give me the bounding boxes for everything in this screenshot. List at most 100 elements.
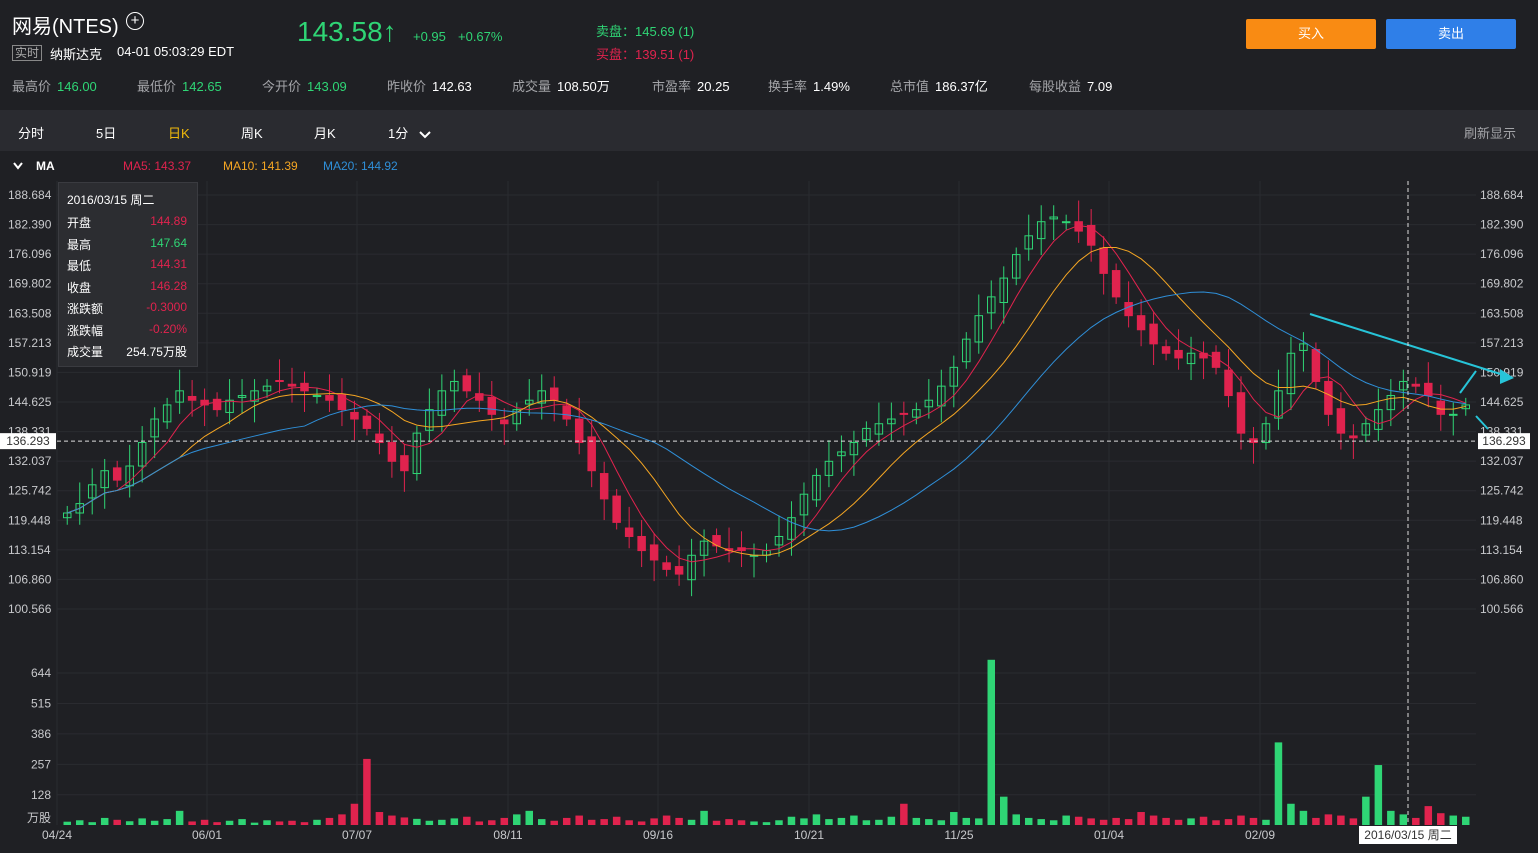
price-axis-label-right: 132.037	[1480, 454, 1524, 468]
candle-body	[599, 473, 609, 500]
time-axis-label: 04/24	[42, 828, 72, 842]
trend-up-line	[1459, 370, 1477, 394]
volume-bar	[1162, 817, 1170, 825]
candle-body	[150, 418, 159, 438]
buy-button[interactable]: 买入	[1246, 19, 1376, 49]
volume-axis-label: 257	[31, 757, 51, 771]
candle-body	[1336, 408, 1346, 434]
candle-body	[962, 338, 971, 363]
volume-bar	[1049, 820, 1058, 825]
stat-label: 每股收益	[1029, 79, 1082, 94]
ma-toggle[interactable]: MA	[36, 159, 55, 173]
candle-body	[1436, 400, 1446, 415]
candle-body	[637, 535, 646, 552]
volume-bar	[700, 810, 708, 825]
volume-bar	[787, 816, 796, 825]
tooltip-date: 2016/03/15 周二	[67, 193, 155, 207]
tab-5day[interactable]: 5日	[96, 126, 117, 141]
candle-body	[1111, 270, 1121, 298]
volume-bar	[1187, 818, 1195, 825]
price-axis-label-right: 176.096	[1480, 247, 1524, 261]
volume-bar	[762, 822, 771, 825]
candle-body	[1036, 221, 1046, 240]
volume-bar	[438, 819, 446, 825]
volume-axis-label: 644	[31, 666, 51, 680]
volume-bar	[750, 821, 758, 825]
candle-body	[200, 399, 209, 406]
candle-body	[999, 277, 1008, 304]
volume-bar	[1412, 817, 1420, 825]
candle-body	[287, 383, 297, 387]
candle-body	[1361, 423, 1371, 436]
kline-chart[interactable]: 188.684 188.684 182.390 182.390 176.096 176.0…	[0, 181, 1538, 853]
refresh-button[interactable]: 刷新显示	[1463, 126, 1516, 141]
price-axis-label-left: 169.802	[8, 277, 52, 291]
tab-1min[interactable]: 1分	[388, 123, 432, 142]
candle-body	[75, 503, 84, 514]
candle-body	[974, 315, 984, 343]
stat-item: 最低价 142.65	[137, 76, 222, 95]
period-tabbar: 分时 5日 日K 周K 月K 1分 刷新显示	[0, 110, 1538, 151]
price-axis-label-left: 176.096	[8, 247, 52, 261]
volume-bar	[650, 818, 658, 825]
tooltip-row: 涨跌额 -0.3000	[67, 300, 189, 316]
volume-bar	[887, 816, 896, 825]
volume-bar	[163, 819, 171, 825]
sell-button[interactable]: 卖出	[1386, 19, 1516, 49]
price-axis-label-left: 119.448	[8, 513, 51, 527]
ma10-value: MA10: 141.39	[223, 159, 298, 173]
tooltip-label: 涨跌幅	[67, 323, 104, 338]
tab-monthly-k[interactable]: 月K	[314, 126, 336, 141]
add-watchlist-icon[interactable]: +	[126, 12, 144, 30]
stat-value: 186.37亿	[935, 79, 988, 94]
candle-body	[1311, 348, 1321, 382]
tooltip-value: 147.64	[150, 235, 187, 250]
time-axis-label: 06/01	[192, 828, 222, 842]
price-axis-label-left: 100.566	[8, 602, 52, 616]
stat-item: 今开价 143.09	[262, 76, 347, 95]
candle-body	[87, 484, 97, 499]
candle-body	[1386, 395, 1396, 411]
volume-bar	[1212, 820, 1220, 825]
tooltip-value: 144.89	[150, 214, 187, 228]
volume-bar	[550, 820, 558, 825]
tab-daily-k[interactable]: 日K	[168, 126, 190, 141]
candle-body	[350, 411, 359, 420]
candle-body	[874, 423, 884, 435]
crosshair-tooltip: 2016/03/15 周二 开盘 144.89 最高 147.64 最低 144.31 收盘…	[58, 182, 198, 367]
price-axis-label-right: 106.860	[1480, 572, 1524, 586]
stat-value: 142.65	[182, 79, 222, 94]
volume-bar	[388, 815, 396, 825]
candle-body	[250, 390, 259, 402]
ma10-line	[67, 247, 1466, 556]
crosshair-price-left: 136.293	[6, 434, 50, 448]
volume-bar	[937, 820, 946, 825]
tab-intraday[interactable]: 分时	[18, 126, 45, 141]
volume-bar	[1199, 816, 1208, 825]
candle-body	[1374, 409, 1383, 430]
candle-body	[624, 527, 634, 537]
volume-axis-label: 386	[31, 727, 51, 741]
volume-bar	[175, 810, 184, 825]
volume-bar	[912, 817, 921, 825]
candle-body	[175, 390, 184, 403]
candle-body	[387, 442, 397, 462]
volume-bar	[1287, 803, 1295, 825]
volume-bar	[500, 817, 509, 825]
candle-body	[862, 427, 871, 441]
stat-label: 昨收价	[387, 79, 427, 94]
price-axis-label-right: 157.213	[1480, 336, 1524, 350]
candle-body	[1086, 224, 1096, 246]
volume-bar	[875, 819, 883, 825]
volume-bar	[1174, 819, 1183, 825]
candle-body	[1011, 254, 1021, 279]
stat-item: 昨收价 142.63	[387, 76, 472, 95]
chevron-down-icon[interactable]	[12, 161, 24, 171]
candle-body	[212, 398, 222, 411]
candle-body	[837, 451, 846, 457]
volume-bar	[75, 820, 84, 825]
tab-weekly-k[interactable]: 周K	[241, 126, 263, 141]
candle-body	[437, 390, 447, 416]
price-axis-label-left: 144.625	[8, 395, 52, 409]
volume-bar	[662, 815, 671, 825]
